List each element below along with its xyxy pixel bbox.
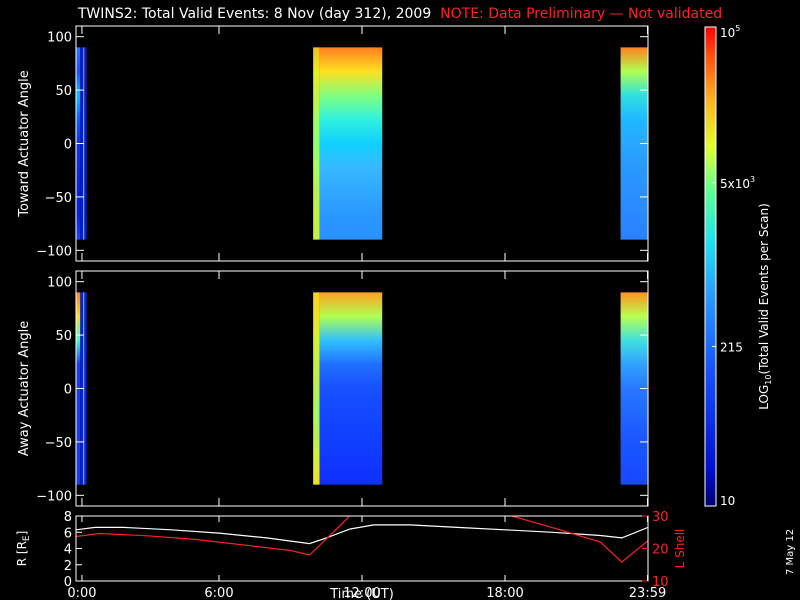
y-tick-label: −50: [45, 191, 72, 206]
y2-axis-label-lshell: L Shell: [673, 529, 687, 569]
y-tick-label: 2: [64, 559, 72, 574]
y-axis-label-radius: R [RE]: [15, 531, 32, 567]
lshell-line-2: [509, 516, 648, 563]
data-block-toward-5: [319, 47, 383, 240]
colorbar-label: LOG10(Total Valid Events per Scan): [757, 203, 773, 410]
x-tick-label: 12:00: [343, 586, 380, 600]
data-block-toward-3: [84, 47, 87, 240]
lshell-line-1: [76, 516, 350, 556]
y2-tick-label: 10: [652, 575, 669, 590]
y-tick-label: 50: [55, 329, 72, 344]
y-tick-label: −100: [36, 244, 72, 259]
y-tick-label: 50: [55, 84, 72, 99]
colorbar-tick-label: 5x103: [720, 175, 755, 191]
y-tick-label: −100: [36, 489, 72, 504]
data-block-away-3: [84, 292, 87, 485]
y-tick-label: 100: [47, 276, 72, 291]
orbit-panel: 024 68 10 20 30 0:00 6:00 12:00 18:00 23:59 Time (…: [15, 510, 687, 600]
title-text: TWINS2: Total Valid Events: 8 Nov (day 3…: [77, 6, 432, 22]
panel-frame-orbit: [75, 515, 649, 582]
radius-line-0: [76, 524, 648, 545]
colorbar-tick-label: 10: [720, 494, 735, 508]
y-tick-label: 0: [64, 138, 72, 153]
x-tick-label: 23:59: [629, 586, 666, 600]
x-tick-label: 0:00: [67, 586, 96, 600]
preliminary-note: NOTE: Data Preliminary — Not validated: [440, 6, 723, 22]
heatmap-panel-away: −100 −50 0 50 100 Away Actuator Angle: [17, 270, 649, 507]
x-axis-label: Time (UT): [329, 587, 394, 600]
y-tick-label: 0: [64, 383, 72, 398]
colorbar-tick-label: 215: [720, 340, 743, 354]
y-tick-label: 4: [64, 543, 72, 558]
y2-tick-label: 30: [652, 510, 669, 525]
data-block-away-5: [319, 292, 383, 485]
plot-date-stamp: 7 May 12: [785, 528, 796, 575]
y-tick-label: 0: [64, 575, 72, 590]
y2-tick-label: 20: [652, 543, 669, 558]
y-tick-label: 100: [47, 31, 72, 46]
data-block-toward-4: [313, 47, 320, 240]
x-tick-label: 18:00: [486, 586, 523, 600]
y-tick-label: −50: [45, 436, 72, 451]
y-tick-label: 6: [64, 526, 72, 541]
colorbar-scale: [704, 26, 717, 507]
heatmap-panel-toward: −100 −50 0 50 100 Toward Actuator Angle: [17, 25, 649, 262]
y-axis-label-toward: Toward Actuator Angle: [17, 70, 32, 217]
y-axis-label-away: Away Actuator Angle: [17, 321, 32, 456]
y-tick-label: 8: [64, 510, 72, 525]
data-block-away-4: [313, 292, 320, 485]
figure-title: TWINS2: Total Valid Events: 8 Nov (day 3…: [0, 6, 800, 22]
colorbar-tick-label: 105: [720, 24, 740, 40]
colorbar: 105 5x103 215 10 LOG10(Total Valid Events pe…: [704, 24, 773, 508]
x-tick-label: 6:00: [204, 586, 233, 600]
